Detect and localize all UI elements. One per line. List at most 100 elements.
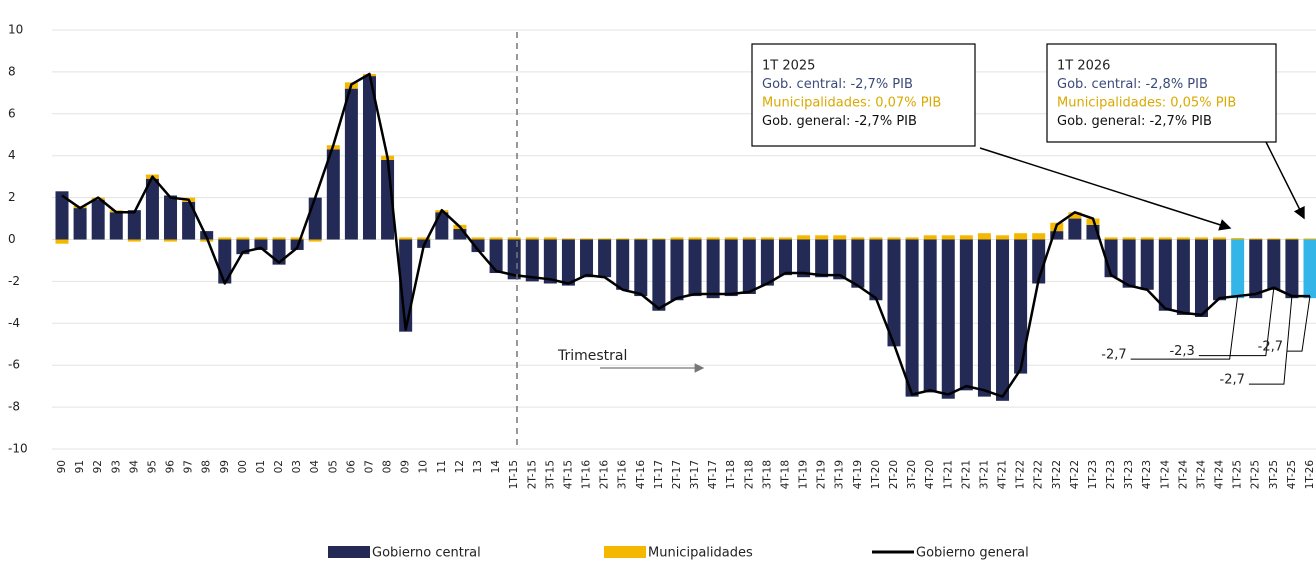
bar bbox=[598, 239, 612, 278]
y-tick-label: -8 bbox=[8, 400, 20, 414]
bar bbox=[977, 239, 991, 397]
bar bbox=[887, 237, 901, 240]
x-tick-label: 4T-23 bbox=[1141, 460, 1153, 489]
leader-line bbox=[1198, 287, 1275, 357]
x-tick-label: 1T-17 bbox=[653, 460, 665, 489]
annotation-text: Municipalidades: 0,05% PIB bbox=[1057, 96, 1236, 111]
annotation-text: 1T 2026 bbox=[1057, 59, 1110, 74]
x-tick-label: 06 bbox=[345, 460, 357, 474]
x-tick-label: 92 bbox=[92, 460, 104, 473]
x-tick-label: 4T-19 bbox=[852, 460, 864, 489]
bar bbox=[815, 235, 829, 240]
x-tick-label: 3T-17 bbox=[689, 460, 701, 489]
x-tick-label: 09 bbox=[400, 460, 412, 473]
x-tick-label: 4T-24 bbox=[1214, 460, 1226, 490]
x-tick-label: 1T-18 bbox=[725, 460, 737, 489]
x-tick-label: 4T-21 bbox=[997, 460, 1009, 489]
annotation-text: Gob. central: -2,8% PIB bbox=[1057, 77, 1208, 92]
bar bbox=[616, 238, 630, 240]
bar bbox=[652, 238, 666, 240]
x-tick-label: 3T-22 bbox=[1051, 460, 1063, 489]
bar bbox=[1050, 231, 1064, 240]
bar bbox=[706, 237, 720, 240]
bar bbox=[543, 237, 557, 240]
x-tick-label: 07 bbox=[363, 460, 375, 473]
bar bbox=[435, 212, 449, 240]
bar bbox=[1194, 239, 1208, 318]
bar bbox=[525, 237, 539, 240]
bar bbox=[1249, 239, 1263, 299]
x-tick-label: 3T-19 bbox=[834, 460, 846, 489]
x-tick-label: 90 bbox=[56, 460, 68, 473]
bar bbox=[254, 237, 268, 240]
x-tick-label: 2T-19 bbox=[816, 460, 828, 489]
legend-swatch bbox=[604, 546, 646, 558]
bar bbox=[1158, 237, 1172, 240]
bar bbox=[1014, 233, 1028, 240]
period-label: Trimestral bbox=[557, 348, 627, 364]
x-tick-label: 95 bbox=[146, 460, 158, 473]
bar bbox=[742, 237, 756, 240]
data-label: -2,7 bbox=[1258, 340, 1283, 355]
bar bbox=[308, 197, 322, 240]
bar bbox=[833, 235, 847, 240]
bar bbox=[887, 239, 901, 347]
bar bbox=[688, 239, 702, 297]
bar bbox=[760, 237, 774, 240]
bar bbox=[959, 235, 973, 240]
x-tick-label: 13 bbox=[472, 460, 484, 473]
bar bbox=[1122, 239, 1136, 288]
x-tick-label: 4T-15 bbox=[562, 460, 574, 489]
bar bbox=[724, 237, 738, 240]
x-tick-label: 3T-21 bbox=[978, 460, 990, 489]
bar bbox=[959, 239, 973, 391]
bar bbox=[1213, 237, 1227, 240]
x-tick-label: 96 bbox=[165, 460, 177, 474]
x-tick-label: 2T-15 bbox=[526, 460, 538, 489]
bar bbox=[905, 239, 919, 397]
x-tick-label: 08 bbox=[382, 460, 394, 473]
x-tick-label: 1T-20 bbox=[870, 460, 882, 489]
bar bbox=[869, 237, 883, 240]
data-label: -2,7 bbox=[1220, 373, 1245, 388]
bar bbox=[182, 201, 196, 240]
x-tick-label: 4T-18 bbox=[779, 460, 791, 489]
x-tick-label: 12 bbox=[454, 460, 466, 473]
y-tick-label: 2 bbox=[8, 190, 16, 204]
x-tick-label: 03 bbox=[291, 460, 303, 473]
bar bbox=[453, 229, 467, 240]
x-tick-label: 93 bbox=[110, 460, 122, 473]
bar bbox=[525, 239, 539, 282]
bar bbox=[923, 239, 937, 393]
bar bbox=[1285, 239, 1299, 299]
bar bbox=[1068, 212, 1082, 219]
x-tick-label: 3T-20 bbox=[906, 460, 918, 489]
x-tick-label: 2T-24 bbox=[1177, 460, 1189, 490]
bar bbox=[1213, 239, 1227, 301]
legend-swatch bbox=[328, 546, 370, 558]
bar bbox=[760, 239, 774, 286]
bar bbox=[507, 239, 521, 280]
bar bbox=[145, 178, 159, 240]
bar bbox=[670, 239, 684, 301]
bar bbox=[399, 237, 413, 240]
bar bbox=[1303, 238, 1316, 240]
x-tick-label: 1T-16 bbox=[581, 460, 593, 490]
bar bbox=[634, 239, 648, 297]
bar bbox=[1231, 238, 1245, 240]
bar bbox=[670, 237, 684, 240]
legend-label: Gobierno central bbox=[372, 546, 481, 561]
x-tick-label: 1T-22 bbox=[1015, 460, 1027, 489]
bar bbox=[634, 238, 648, 240]
x-tick-label: 98 bbox=[201, 460, 213, 473]
bar bbox=[218, 237, 232, 240]
x-tick-label: 91 bbox=[74, 460, 86, 473]
bar bbox=[164, 239, 178, 242]
bar bbox=[1140, 239, 1154, 290]
bar bbox=[1176, 237, 1190, 240]
bar bbox=[815, 239, 829, 278]
x-tick-label: 1T-24 bbox=[1159, 460, 1171, 490]
y-tick-label: 6 bbox=[8, 106, 16, 120]
bar bbox=[127, 239, 141, 242]
x-tick-label: 2T-17 bbox=[671, 460, 683, 489]
